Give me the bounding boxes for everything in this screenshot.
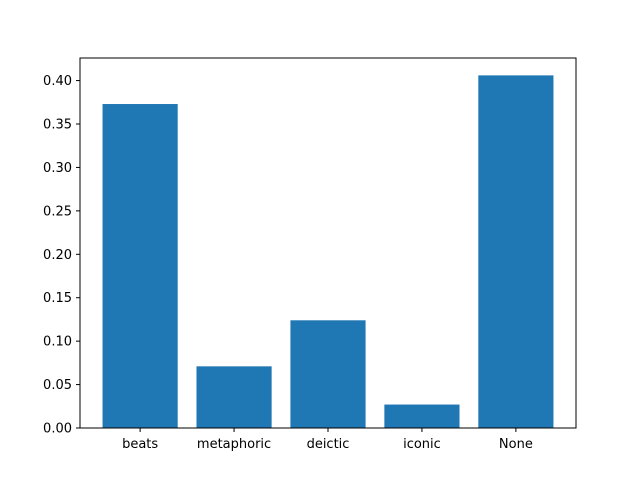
y-tick-label: 0.05 xyxy=(43,378,72,393)
y-tick-label: 0.00 xyxy=(43,422,72,437)
bar-metaphoric xyxy=(196,366,272,428)
y-tick-label: 0.25 xyxy=(43,204,72,219)
plot-frame xyxy=(79,57,577,429)
bars-group xyxy=(102,75,554,428)
y-tick-label: 0.35 xyxy=(43,118,72,133)
y-tick-label: 0.10 xyxy=(43,335,72,350)
bar-none xyxy=(478,75,554,428)
y-axis: 0.00 0.05 0.10 0.15 0.20 0.25 0.30 0.35 0.40 xyxy=(43,74,80,437)
bar-beats xyxy=(102,104,178,428)
bar-deictic xyxy=(290,320,366,428)
bar-iconic xyxy=(384,404,460,428)
x-tick-label: metaphoric xyxy=(197,437,271,452)
y-tick-label: 0.15 xyxy=(43,291,72,306)
x-axis: beats metaphoric deictic iconic None xyxy=(122,428,533,452)
x-tick-label: deictic xyxy=(307,437,350,452)
x-tick-label: iconic xyxy=(403,437,441,452)
y-tick-label: 0.30 xyxy=(43,161,72,176)
x-tick-label: None xyxy=(499,437,533,452)
y-tick-label: 0.40 xyxy=(43,74,72,89)
x-tick-label: beats xyxy=(122,437,158,452)
y-tick-label: 0.20 xyxy=(43,248,72,263)
